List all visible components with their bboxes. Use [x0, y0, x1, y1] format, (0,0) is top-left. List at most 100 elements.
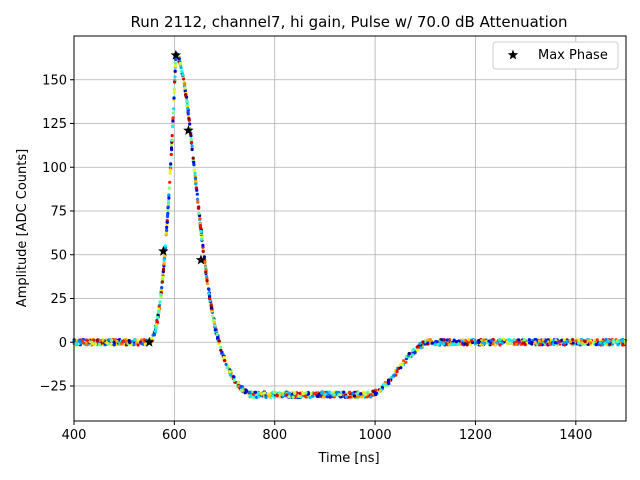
- waveform-point: [594, 343, 598, 347]
- y-tick-label: −25: [40, 380, 67, 395]
- waveform-point: [171, 111, 175, 115]
- waveform-point: [194, 186, 198, 190]
- waveform-point: [183, 82, 187, 86]
- waveform-point: [273, 391, 277, 395]
- waveform-point: [348, 395, 352, 399]
- waveform-point: [160, 277, 164, 281]
- waveform-point: [219, 345, 223, 349]
- waveform-point: [190, 147, 194, 152]
- waveform-point: [142, 338, 146, 342]
- waveform-point: [173, 69, 177, 73]
- waveform-point: [447, 343, 451, 347]
- waveform-point: [162, 261, 166, 265]
- waveform-point: [608, 342, 612, 346]
- waveform-point: [127, 339, 131, 343]
- waveform-point: [181, 73, 185, 77]
- waveform-point: [199, 229, 203, 233]
- waveform-point: [160, 280, 164, 284]
- x-tick-label: 1000: [359, 428, 392, 443]
- waveform-point: [616, 343, 620, 347]
- waveform-point: [603, 341, 607, 345]
- x-tick-label: 1400: [559, 428, 592, 443]
- waveform-point: [101, 338, 105, 342]
- waveform-point: [506, 341, 510, 345]
- waveform-point: [143, 342, 148, 346]
- waveform-point: [163, 254, 167, 258]
- waveform-point: [415, 345, 419, 349]
- waveform-point: [92, 338, 96, 342]
- waveform-point: [600, 343, 605, 347]
- waveform-point: [430, 341, 434, 345]
- waveform-point: [97, 342, 102, 346]
- waveform-point: [298, 391, 302, 395]
- waveform-point: [548, 341, 552, 346]
- waveform-point: [442, 342, 446, 346]
- waveform-point: [169, 146, 174, 150]
- waveform-point: [167, 186, 171, 190]
- waveform-point: [517, 338, 521, 342]
- waveform-point: [140, 342, 144, 346]
- waveform-point: [395, 369, 399, 374]
- waveform-point: [386, 378, 391, 382]
- waveform-point: [470, 339, 474, 343]
- waveform-point: [498, 338, 502, 342]
- waveform-point: [426, 338, 430, 342]
- waveform-point: [85, 338, 89, 342]
- waveform-point: [190, 140, 194, 145]
- waveform-point: [171, 119, 175, 123]
- waveform-point: [158, 300, 162, 304]
- waveform-point: [209, 304, 213, 308]
- waveform-point: [95, 339, 100, 343]
- x-tick-label: 600: [162, 428, 187, 443]
- waveform-point: [502, 338, 506, 342]
- waveform-point: [312, 392, 316, 396]
- waveform-point: [205, 276, 209, 280]
- waveform-point: [156, 313, 160, 317]
- waveform-point: [271, 394, 275, 398]
- waveform-point: [202, 255, 206, 259]
- waveform-point: [262, 391, 266, 395]
- waveform-point: [192, 160, 196, 164]
- waveform-point: [185, 99, 189, 104]
- waveform-point: [449, 343, 454, 347]
- waveform-point: [153, 329, 157, 333]
- waveform-point: [588, 341, 593, 345]
- waveform-point: [320, 390, 324, 394]
- y-tick-label: 125: [42, 117, 67, 132]
- legend-star-icon: [507, 49, 519, 60]
- waveform-point: [195, 197, 200, 201]
- waveform-point: [190, 144, 194, 148]
- x-axis-label: Time [ns]: [317, 451, 379, 466]
- waveform-point: [433, 343, 437, 347]
- y-tick-label: 50: [50, 248, 67, 263]
- waveform-point: [574, 339, 578, 343]
- waveform-point: [301, 391, 305, 396]
- waveform-point: [157, 309, 161, 313]
- waveform-point: [477, 340, 481, 345]
- waveform-point: [215, 332, 219, 337]
- waveform-point: [401, 363, 405, 367]
- waveform-point: [565, 339, 569, 344]
- waveform-point: [239, 388, 244, 392]
- waveform-point: [191, 156, 195, 160]
- waveform-point: [187, 117, 191, 121]
- waveform-point: [398, 363, 402, 367]
- waveform-point: [598, 341, 603, 345]
- waveform-point: [580, 341, 584, 345]
- waveform-point: [337, 393, 341, 397]
- waveform-point: [404, 360, 408, 364]
- waveform-point: [162, 258, 166, 262]
- waveform-point: [228, 370, 232, 374]
- waveform-point: [173, 75, 177, 79]
- waveform-point: [364, 392, 368, 397]
- waveform-point: [154, 323, 158, 327]
- waveform-point: [457, 339, 461, 343]
- waveform-point: [498, 343, 502, 347]
- waveform-point: [194, 182, 198, 186]
- waveform-point: [197, 211, 201, 215]
- waveform-point: [419, 346, 423, 350]
- waveform-point: [467, 338, 471, 342]
- waveform-point: [165, 228, 169, 232]
- waveform-point: [310, 394, 315, 398]
